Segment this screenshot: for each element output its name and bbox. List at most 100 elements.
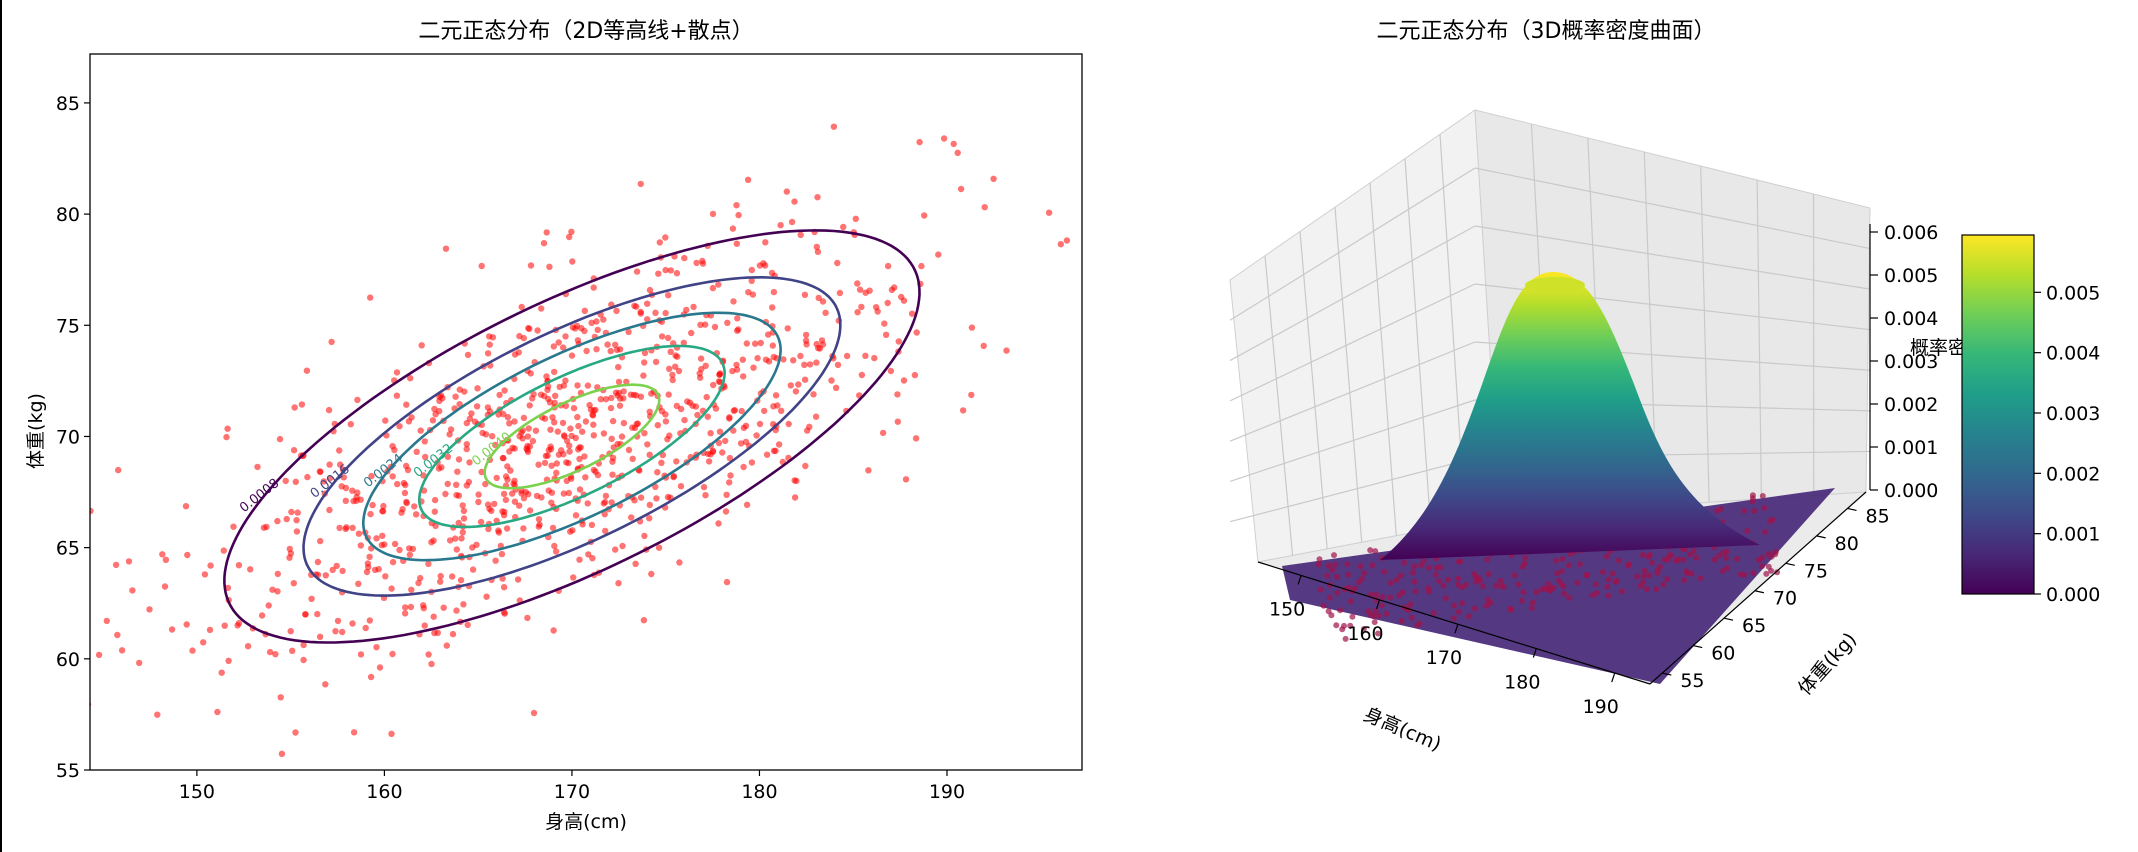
floor-scatter-point [1332, 561, 1339, 568]
floor-scatter-point [1393, 577, 1400, 584]
scatter-point [884, 299, 891, 307]
scatter-point [700, 483, 708, 491]
scatter-point [797, 231, 804, 239]
scatter-point [669, 376, 676, 384]
scatter-point [282, 477, 289, 485]
scatter-point [887, 367, 895, 375]
scatter-point [446, 537, 454, 544]
floor-scatter-point [1420, 558, 1427, 565]
scatter-point [407, 603, 415, 611]
scatter-point [499, 575, 506, 582]
scatter-point [588, 521, 596, 529]
scatter-point [681, 254, 688, 262]
scatter-point [388, 585, 395, 592]
scatter-point [585, 551, 592, 558]
floor-scatter-point [1733, 555, 1740, 562]
scatter-point [554, 428, 561, 435]
scatter-point [594, 471, 602, 479]
scatter-point [406, 545, 413, 552]
floor-scatter-point [1688, 570, 1695, 577]
scatter-point [535, 461, 542, 468]
scatter-point [813, 243, 820, 251]
scatter-point [748, 459, 756, 466]
floor-scatter-point [1711, 556, 1718, 563]
scatter-point [834, 361, 842, 369]
floor-scatter-point [1542, 585, 1549, 592]
scatter-point [644, 300, 651, 307]
scatter-point [200, 639, 207, 646]
scatter-point [422, 453, 429, 461]
scatter-point [90, 507, 94, 515]
floor-scatter-point [1337, 607, 1344, 614]
floor-scatter-point [1379, 594, 1386, 600]
grid-line [1474, 225, 1871, 290]
scatter-point [667, 348, 674, 355]
scatter-point [428, 660, 435, 668]
scatter-point [136, 659, 143, 667]
floor-scatter-point [1456, 558, 1462, 565]
scatter-point [608, 435, 615, 442]
floor-scatter-point [1450, 615, 1457, 622]
x-tick-label: 160 [366, 781, 402, 803]
scatter-point [968, 324, 976, 331]
scatter-point [389, 558, 397, 566]
scatter-point [726, 479, 733, 486]
scatter-point [1057, 241, 1065, 248]
floor-scatter-point [1410, 569, 1416, 576]
floor-scatter-point [1437, 564, 1444, 571]
scatter-point [444, 453, 452, 460]
scatter-point [593, 318, 600, 325]
scatter-point [325, 406, 333, 414]
scatter-point [822, 309, 829, 316]
scatter-point [722, 437, 729, 445]
scatter-point [697, 321, 704, 328]
floor-scatter-point [1693, 554, 1700, 561]
y-tick-label: 80 [56, 204, 80, 226]
scatter-point [274, 588, 281, 595]
scatter-point [882, 331, 890, 338]
scatter-point [563, 477, 570, 484]
scatter-point [388, 730, 395, 737]
scatter-point [542, 452, 550, 460]
surface-x-tick-mark [1611, 672, 1616, 683]
scatter-point [709, 284, 717, 292]
floor-scatter-point [1625, 562, 1632, 569]
scatter-point [641, 430, 648, 437]
scatter-point [354, 396, 361, 404]
scatter-point [566, 442, 573, 449]
scatter-point [459, 502, 466, 509]
scatter-point [453, 491, 460, 499]
scatter-point [466, 459, 473, 466]
surface-panel-title: 二元正态分布（3D概率密度曲面） [1377, 19, 1716, 44]
surface-x-tick-mark [1532, 648, 1537, 658]
scatter-point [819, 298, 827, 305]
scatter-point [326, 461, 333, 468]
floor-scatter-point [1592, 581, 1599, 588]
scatter-point [336, 524, 343, 532]
z-tick-label: 0.004 [1884, 308, 1938, 330]
scatter-point [641, 359, 648, 366]
grid-line [1474, 167, 1871, 250]
scatter-point [572, 434, 579, 442]
contour-label: 0.0016 [308, 462, 353, 502]
scatter-point [664, 493, 672, 501]
floor-scatter-point [1373, 591, 1380, 598]
floor-scatter-point [1716, 552, 1723, 559]
scatter-point [515, 349, 522, 356]
scatter-point [363, 568, 371, 576]
grid-line [1369, 182, 1397, 536]
scatter-point [452, 535, 459, 542]
grid-line [1264, 255, 1294, 556]
scatter-point [921, 212, 928, 219]
scatter-point [402, 481, 409, 489]
contour-line [362, 311, 782, 562]
scatter-point [902, 476, 910, 483]
y-tick-label: 55 [56, 760, 80, 782]
scatter-point [658, 408, 666, 415]
floor-scatter-point [1605, 592, 1612, 599]
scatter-point [425, 560, 432, 568]
scatter-point [666, 432, 673, 439]
floor-scatter-point [1416, 620, 1423, 627]
scatter-point [538, 305, 545, 312]
scatter-point [418, 342, 425, 349]
